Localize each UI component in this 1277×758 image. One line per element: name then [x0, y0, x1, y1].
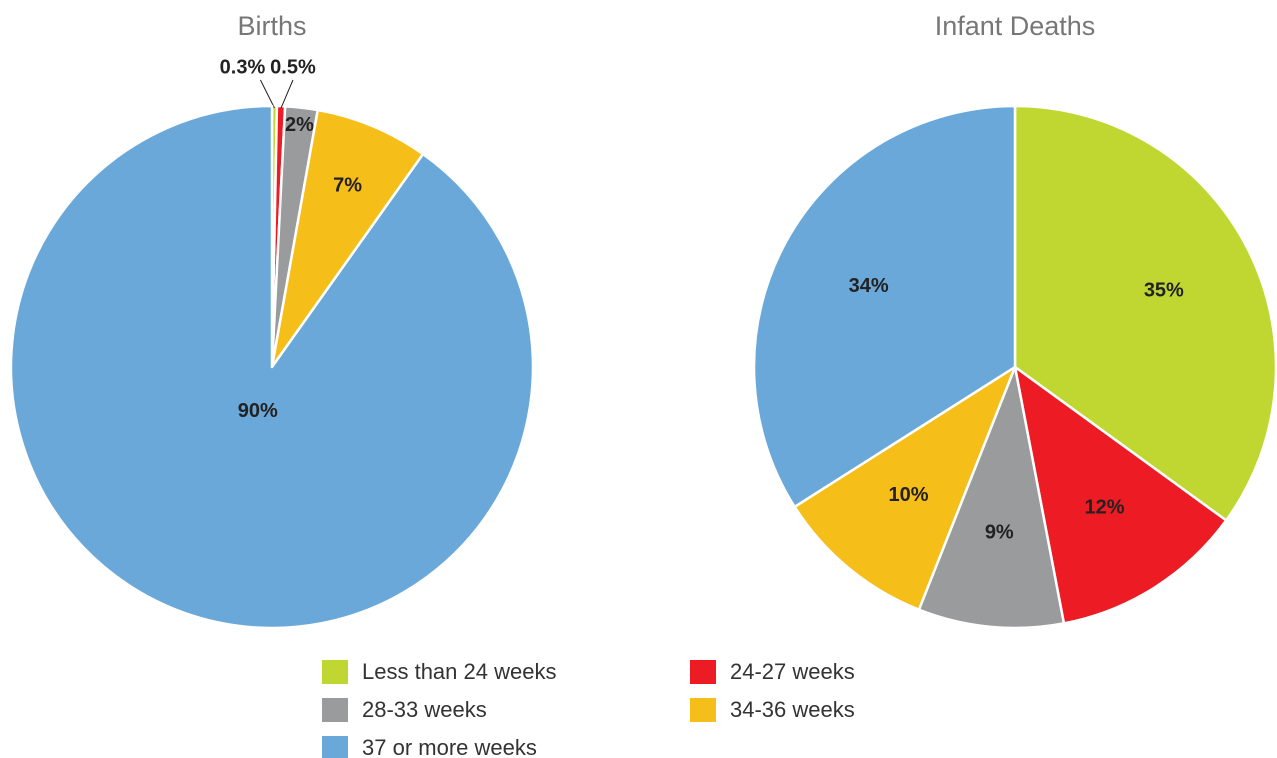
legend-swatch: [322, 736, 348, 758]
legend-label: 37 or more weeks: [362, 735, 537, 758]
chart-title: Infant Deaths: [935, 11, 1096, 41]
chart-title: Births: [237, 11, 306, 41]
legend-swatch: [322, 698, 348, 722]
legend-swatch: [322, 660, 348, 684]
legend-swatch: [690, 660, 716, 684]
pie-slice: [1013, 365, 1228, 625]
legend-swatch: [690, 698, 716, 722]
pie-slice: [9, 104, 535, 630]
pie-slice: [917, 365, 1066, 630]
legend-label: 24-27 weeks: [730, 659, 855, 684]
pie-slice: [270, 108, 425, 369]
value-label: 9%: [985, 522, 1014, 544]
legend-label: 28-33 weeks: [362, 697, 487, 722]
value-label: 90%: [238, 400, 278, 422]
value-label: 0.5%: [270, 56, 316, 78]
legend-label: 34-36 weeks: [730, 697, 855, 722]
leader-line: [259, 79, 275, 109]
value-label: 0.3%: [220, 56, 266, 78]
value-label: 2%: [285, 114, 314, 136]
pie-slice: [752, 104, 1017, 509]
value-label: 7%: [333, 175, 362, 197]
legend-label: Less than 24 weeks: [362, 659, 556, 684]
leader-line: [280, 79, 294, 109]
value-label: 34%: [849, 275, 889, 297]
value-label: 35%: [1144, 279, 1184, 301]
pie-slice: [793, 365, 1017, 611]
value-label: 10%: [889, 484, 929, 506]
value-label: 12%: [1084, 496, 1124, 518]
pie-slice: [1013, 104, 1277, 522]
